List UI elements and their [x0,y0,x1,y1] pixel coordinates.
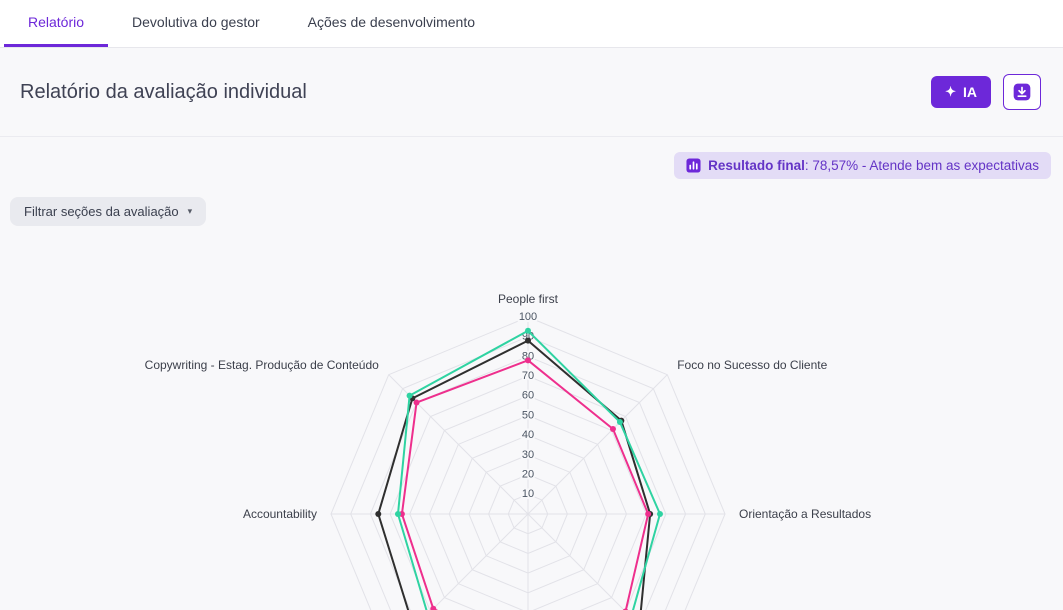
tab-relatorio[interactable]: Relatório [4,0,109,47]
ia-button-label: IA [963,84,977,100]
axis-label: Accountability [243,507,317,521]
series-green [396,329,661,610]
filter-sections-button[interactable]: Filtrar seções da avaliação ▾ [10,197,207,226]
series-point-green [406,392,413,399]
page-header: Relatório da avaliação individual ✦ IA [0,48,1063,136]
tick-label: 100 [519,311,537,323]
tab-devolutiva-do-gestor[interactable]: Devolutiva do gestor [132,14,260,30]
series-point-green [525,327,531,334]
filter-button-label: Filtrar seções da avaliação [24,204,179,219]
tick-label: 30 [522,449,534,461]
grid-ring [409,395,647,610]
download-icon [1012,82,1032,102]
tab-acoes-de-desenvolvimento[interactable]: Ações de desenvolvimento [307,14,475,30]
tab-bar: Relatório Devolutiva do gestor Ações de … [0,0,1063,48]
badge-row: Resultado final: 78,57% - Atende bem as … [0,152,1063,179]
series-black [377,339,652,610]
result-badge-text: Resultado final: 78,57% - Atende bem as … [708,158,1039,173]
tick-label: 20 [522,469,534,481]
header-separator [0,136,1063,137]
series-point-black [525,337,531,344]
page-title: Relatório da avaliação individual [20,80,307,103]
series-point-pink [645,511,652,517]
result-badge-label: Resultado final [708,158,805,173]
filter-row: Filtrar seções da avaliação ▾ [0,197,1063,226]
axis-label: Foco no Sucesso do Cliente [677,358,827,372]
chevron-down-icon: ▾ [187,206,193,216]
series-point-green [394,511,401,517]
series-point-green [656,511,663,517]
result-chart-icon [686,158,701,173]
axis-line [431,513,529,610]
result-badge-value: : 78,57% - Atende bem as expectativas [804,158,1039,173]
result-final-badge: Resultado final: 78,57% - Atende bem as … [674,152,1051,179]
series-point-green [616,419,623,426]
header-actions: ✦ IA [931,74,1041,110]
axis-label: Orientação a Resultados [739,507,871,521]
tick-label: 60 [522,390,534,402]
grid-ring [389,375,667,610]
tick-label: 80 [522,350,534,362]
axis-label: People first [498,292,559,306]
tick-label: 40 [522,429,534,441]
tick-label: 10 [522,488,534,500]
download-button[interactable] [1003,74,1041,110]
ia-button[interactable]: ✦ IA [931,76,991,108]
tick-label: 70 [522,370,534,382]
sparkle-icon: ✦ [945,84,956,99]
series-point-pink [609,426,616,433]
grid-ring [428,414,628,610]
axis-label: Copywriting - Estag. Produção de Conteúd… [145,358,379,372]
grid-ring [330,316,726,610]
tick-label: 50 [522,409,534,421]
series-point-black [375,511,382,517]
axis-line [527,374,668,515]
series-pink [400,359,650,610]
axis-line [527,513,625,610]
series-point-pink [430,605,437,610]
grid-ring [350,336,706,610]
series-point-pink [525,357,531,364]
series-point-pink [413,399,420,406]
